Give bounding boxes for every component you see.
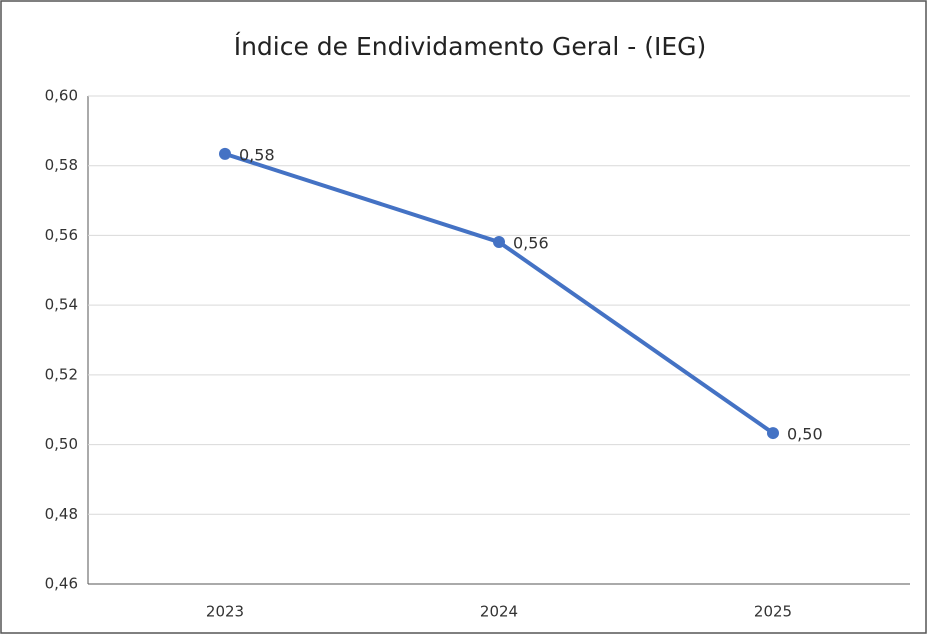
data-point [219, 147, 231, 160]
data-point [493, 236, 505, 249]
x-tick-label: 2023 [206, 603, 244, 621]
y-tick-label: 0,52 [45, 365, 78, 383]
y-tick-label: 0,56 [45, 226, 78, 244]
x-tick-label: 2025 [754, 603, 792, 621]
data-label: 0,56 [513, 234, 549, 253]
y-tick-label: 0,48 [45, 505, 78, 523]
y-tick-label: 0,46 [45, 575, 78, 593]
y-tick-label: 0,54 [45, 296, 78, 314]
y-tick-label: 0,60 [45, 87, 78, 105]
y-tick-label: 0,50 [45, 435, 78, 453]
x-tick-label: 2024 [480, 603, 518, 621]
data-label: 0,50 [787, 425, 823, 444]
y-tick-label: 0,58 [45, 156, 78, 174]
data-point [767, 427, 779, 440]
data-label: 0,58 [239, 145, 275, 164]
chart-title: Índice de Endividamento Geral - (IEG) [234, 32, 707, 61]
